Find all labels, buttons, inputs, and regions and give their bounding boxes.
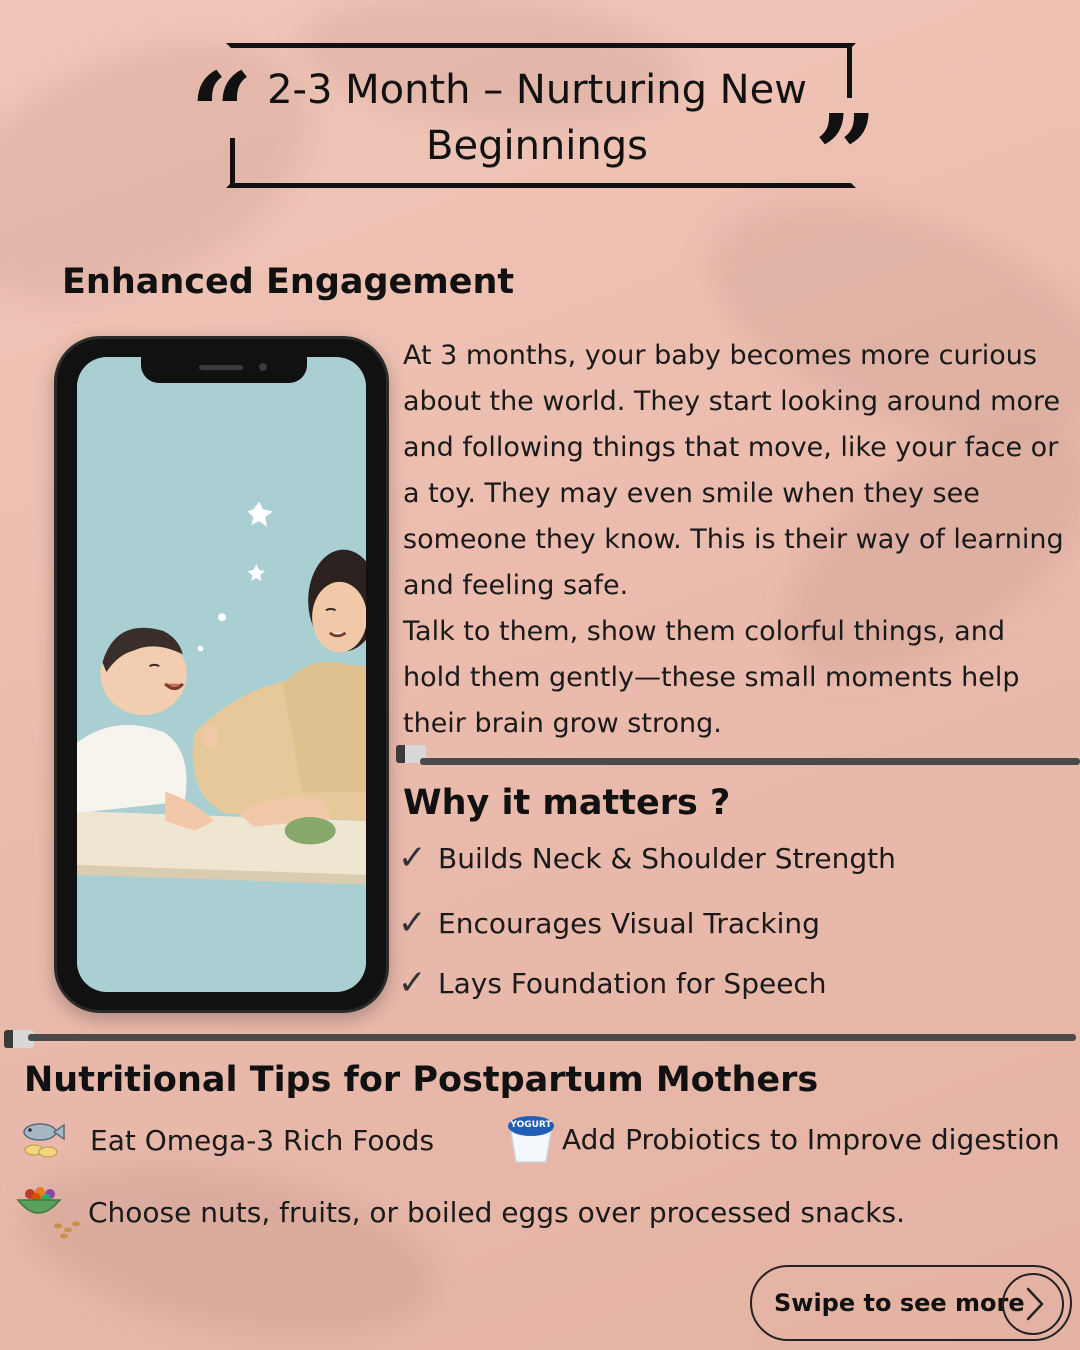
phone-notch	[141, 357, 307, 383]
nutrition-heading: Nutritional Tips for Postpartum Mothers	[24, 1060, 819, 1100]
checkmark-icon: ✓	[398, 963, 427, 1003]
swipe-button[interactable]: Swipe to see more	[750, 1265, 1072, 1341]
yogurt-badge: YOGURT	[510, 1120, 552, 1130]
close-quote-icon: ”	[814, 90, 878, 219]
phone-screen	[77, 357, 366, 992]
mother-baby-illustration	[77, 360, 366, 989]
engagement-paragraph-2: Talk to them, show them colorful things,…	[403, 616, 1020, 739]
title-line-1: 2-3 Month – Nurturing New	[267, 67, 807, 113]
leaf-shadow	[9, 1134, 451, 1350]
phone-camera	[259, 363, 267, 371]
benefit-text: Builds Neck & Shoulder Strength	[438, 841, 896, 875]
tip-text: Eat Omega-3 Rich Foods	[90, 1123, 435, 1157]
yogurt-icon: YOGURT	[504, 1112, 562, 1166]
checkmark-icon: ✓	[398, 903, 427, 943]
phone-mockup	[54, 336, 389, 1013]
engagement-description: At 3 months, your baby becomes more curi…	[403, 333, 1073, 747]
divider-cap	[396, 745, 426, 763]
benefit-item: ✓ Encourages Visual Tracking	[398, 903, 820, 943]
benefit-text: Encourages Visual Tracking	[438, 906, 820, 940]
divider	[28, 1034, 1076, 1041]
page-title: 2-3 Month – Nurturing New Beginnings	[262, 62, 812, 174]
open-quote-icon: “	[190, 48, 254, 177]
engagement-paragraph-1: At 3 months, your baby becomes more curi…	[403, 340, 1064, 601]
phone-speaker	[199, 365, 243, 370]
benefit-item: ✓ Lays Foundation for Speech	[398, 963, 827, 1003]
title-line-2: Beginnings	[426, 123, 648, 169]
benefit-text: Lays Foundation for Speech	[438, 966, 827, 1000]
nuts-bowl-icon	[14, 1184, 88, 1240]
section-heading-engagement: Enhanced Engagement	[62, 262, 515, 302]
tip-text: Add Probiotics to Improve digestion	[562, 1122, 1060, 1156]
divider-cap	[4, 1030, 34, 1048]
tip-text: Choose nuts, fruits, or boiled eggs over…	[88, 1195, 905, 1229]
title-frame	[226, 43, 856, 188]
why-it-matters-heading: Why it matters ?	[403, 783, 731, 823]
chevron-right-icon[interactable]	[1002, 1273, 1064, 1335]
checkmark-icon: ✓	[398, 838, 427, 878]
divider	[420, 758, 1080, 765]
swipe-label: Swipe to see more	[774, 1289, 1025, 1317]
nutrition-tip: Choose nuts, fruits, or boiled eggs over…	[14, 1184, 905, 1240]
nutrition-tip: Eat Omega-3 Rich Foods	[20, 1118, 434, 1162]
benefit-item: ✓ Builds Neck & Shoulder Strength	[398, 838, 896, 878]
fish-omega3-icon	[20, 1118, 90, 1162]
nutrition-tip: YOGURT Add Probiotics to Improve digesti…	[504, 1112, 1060, 1166]
